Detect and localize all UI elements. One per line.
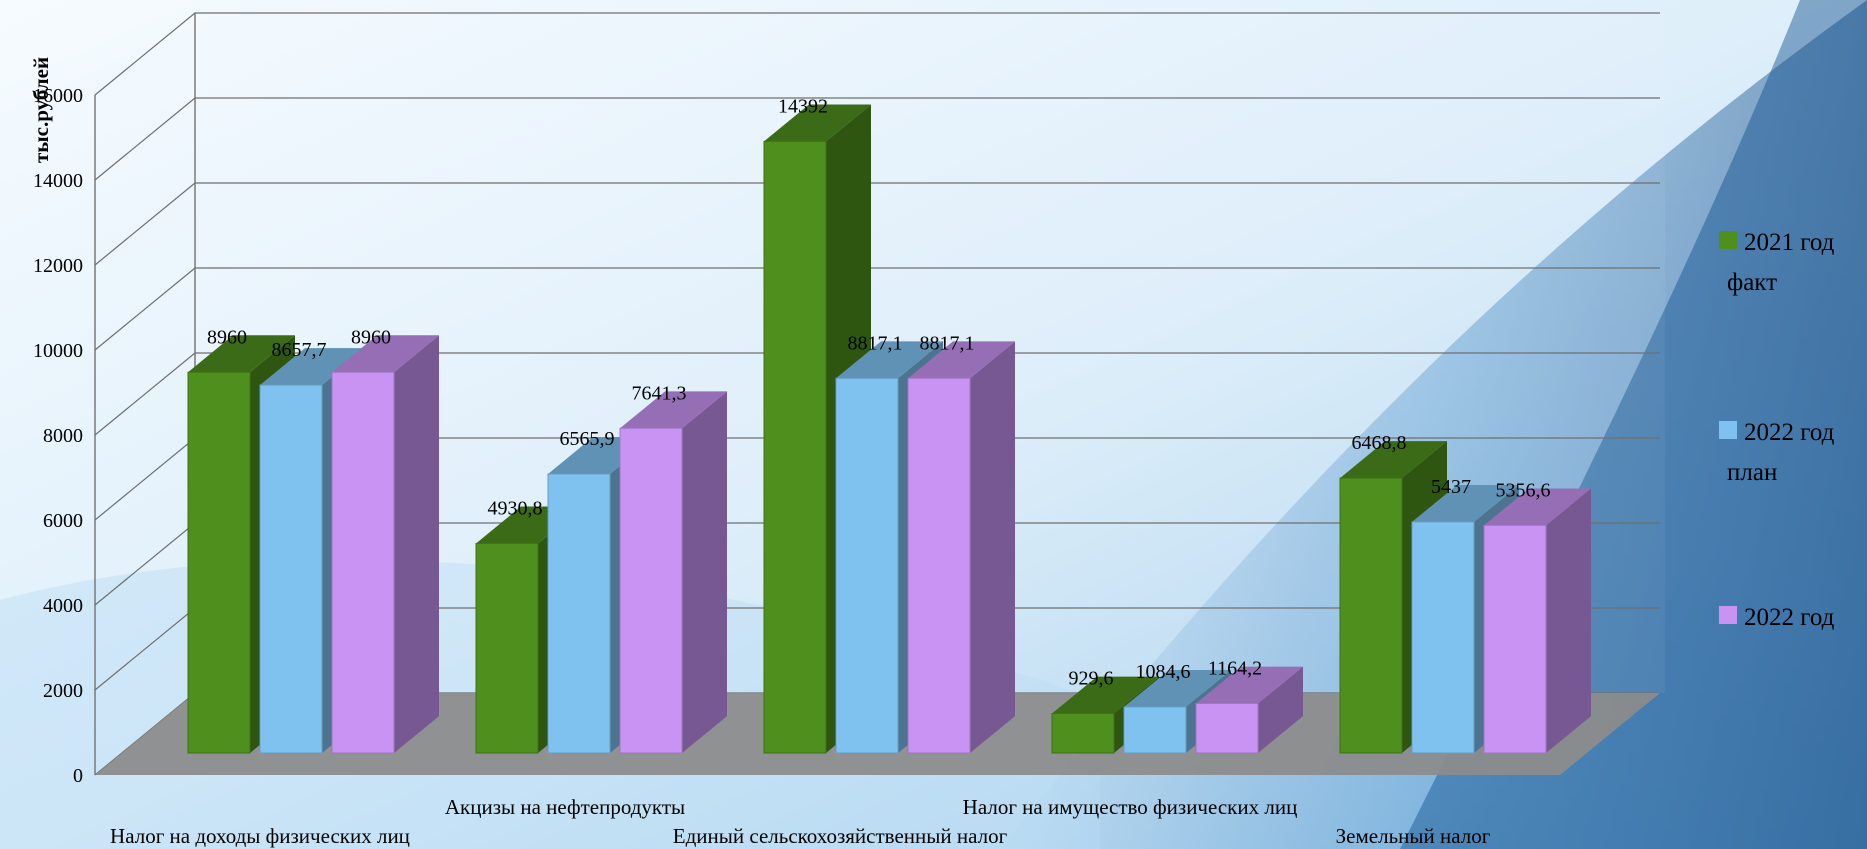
legend-swatch (1719, 606, 1737, 624)
bar (475, 542, 539, 754)
y-tick-label: 16000 (33, 85, 83, 107)
y-tick-label: 2000 (43, 680, 83, 702)
bar-top (1196, 666, 1303, 704)
bar-top (332, 335, 439, 373)
bar-top (1340, 441, 1447, 479)
data-label: 929,6 (1069, 668, 1114, 690)
category-label: Единый сельскохозяйственный налог (673, 824, 1008, 848)
y-tick-label: 0 (73, 765, 83, 787)
bar (835, 377, 899, 754)
category-label: Акцизы на нефтепродукты (445, 795, 685, 819)
bar-top (188, 335, 295, 373)
legend-swatch (1719, 421, 1737, 439)
y-axis-title: тыс.рублей (29, 57, 53, 163)
gridline (94, 267, 1660, 351)
data-label: 4930,8 (488, 498, 543, 520)
data-label: 8817,1 (920, 332, 975, 354)
bar-side (1258, 666, 1303, 753)
legend-label-line2: факт (1727, 269, 1777, 296)
bar-side (1546, 488, 1591, 753)
gridline (94, 97, 1660, 181)
plot-area: 0 2000 4000 6000 8000 10000 12000 14000 16000тыс… (29, 12, 1665, 848)
bar (331, 371, 395, 754)
bar (1339, 477, 1403, 754)
category-label: Земельный налог (1336, 824, 1491, 848)
gridline (94, 12, 1660, 96)
data-label: 5437 (1431, 476, 1471, 498)
category-label: Налог на доходы физических лиц (110, 824, 410, 848)
data-label: 1084,6 (1136, 661, 1191, 683)
legend: 2021 год факт 2022 год план 2022 год (1719, 229, 1835, 631)
data-label: 14392 (778, 95, 828, 117)
bar (619, 427, 683, 754)
bar-side (970, 341, 1015, 753)
legend-label: 2021 год (1744, 229, 1835, 256)
y-tick-label: 6000 (43, 510, 83, 532)
legend-label: 2022 год (1744, 419, 1835, 446)
bar-top (620, 391, 727, 429)
legend-label: 2022 год (1744, 604, 1835, 631)
bar (259, 384, 323, 754)
y-tick-label: 12000 (33, 255, 83, 277)
data-label: 8960 (207, 326, 247, 348)
bar-top (908, 341, 1015, 379)
y-tick-label: 14000 (33, 170, 83, 192)
bar-top (764, 104, 871, 142)
bar (907, 377, 971, 754)
data-label: 1164,2 (1208, 658, 1262, 680)
y-tick-label: 8000 (43, 425, 83, 447)
data-label: 6565,9 (560, 428, 615, 450)
category-label: Налог на имущество физических лиц (963, 795, 1298, 819)
y-tick-label: 4000 (43, 595, 83, 617)
data-label: 6468,8 (1352, 432, 1407, 454)
bar-top (260, 348, 367, 386)
gridline (94, 182, 1660, 266)
data-label: 8657,7 (272, 339, 327, 361)
bar-side (682, 391, 727, 753)
bar-top (1052, 676, 1159, 714)
bar (763, 140, 827, 754)
legend-label-line2: план (1727, 459, 1777, 486)
data-label: 5356,6 (1496, 479, 1551, 501)
bar-top (836, 341, 943, 379)
bar (1411, 521, 1475, 754)
bar (1483, 524, 1547, 754)
bar-top (1412, 485, 1519, 522)
data-label: 7641,3 (632, 382, 687, 404)
legend-swatch (1719, 231, 1737, 249)
data-label: 8817,1 (848, 332, 903, 354)
gridline (94, 352, 1660, 436)
bar-top (1124, 670, 1231, 707)
data-label: 8960 (351, 326, 391, 348)
bar (547, 473, 611, 754)
bar (1123, 706, 1187, 754)
bar (187, 371, 251, 754)
bar (1051, 712, 1115, 754)
bar (1195, 703, 1259, 754)
y-tick-label: 10000 (33, 340, 83, 362)
bar-top (1484, 488, 1591, 526)
bar-side (394, 335, 439, 753)
